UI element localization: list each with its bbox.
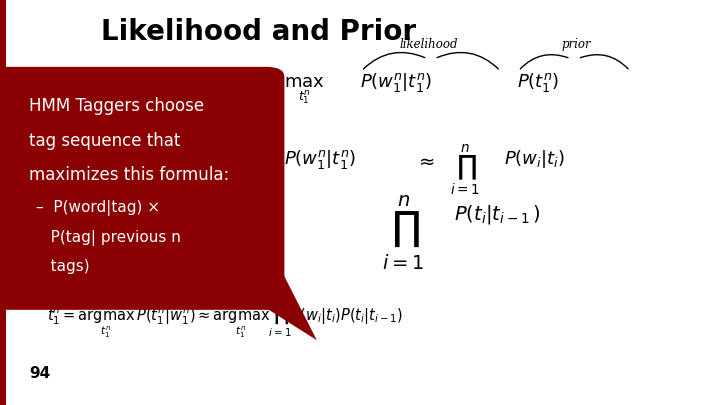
Text: $\prod_{i=1}^{n}$: $\prod_{i=1}^{n}$ — [450, 143, 480, 198]
Text: $\underset{t_1^n}{\mathrm{max}}$: $\underset{t_1^n}{\mathrm{max}}$ — [284, 75, 325, 106]
FancyBboxPatch shape — [0, 0, 6, 405]
Text: $\prod_{i=1}^{n}$: $\prod_{i=1}^{n}$ — [382, 194, 423, 273]
Text: Likelihood and Prior: Likelihood and Prior — [101, 18, 416, 46]
Text: prior: prior — [561, 38, 591, 51]
Text: $P(w_1^n|t_1^n)$: $P(w_1^n|t_1^n)$ — [360, 71, 432, 94]
Text: tags): tags) — [36, 259, 89, 274]
Text: tag sequence that: tag sequence that — [29, 132, 180, 149]
Text: $\approx$: $\approx$ — [415, 152, 435, 171]
Text: likelihood: likelihood — [399, 38, 458, 51]
Text: 94: 94 — [29, 366, 50, 381]
Polygon shape — [202, 227, 317, 340]
Text: maximizes this formula:: maximizes this formula: — [29, 166, 229, 184]
Text: $P(t_i|t_{i-1}\,)$: $P(t_i|t_{i-1}\,)$ — [454, 202, 540, 226]
Text: P(tag| previous n: P(tag| previous n — [36, 230, 181, 246]
Text: HMM Taggers choose: HMM Taggers choose — [29, 97, 204, 115]
Text: $P(t_1^n)$: $P(t_1^n)$ — [517, 71, 559, 94]
FancyBboxPatch shape — [0, 67, 284, 310]
Text: $P(w_i|t_i)$: $P(w_i|t_i)$ — [504, 148, 565, 170]
Text: –  P(word|tag) ×: – P(word|tag) × — [36, 200, 160, 217]
Text: $P(w_1^n|t_1^n)$: $P(w_1^n|t_1^n)$ — [284, 148, 356, 171]
Text: $\hat{t}_1^n = \underset{t_1^n}{\mathrm{argmax}}\,P(t_1^n|w_1^n) \approx \unders: $\hat{t}_1^n = \underset{t_1^n}{\mathrm{… — [47, 294, 403, 340]
